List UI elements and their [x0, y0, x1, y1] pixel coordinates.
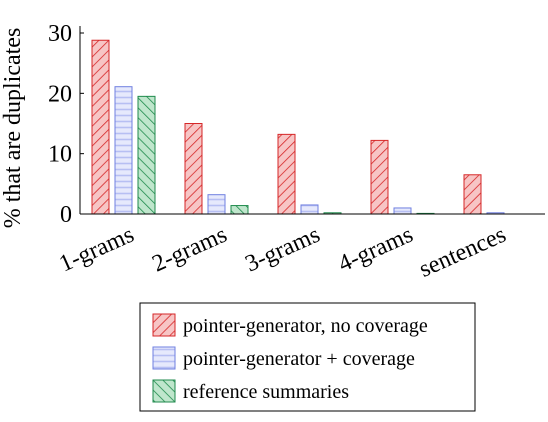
- legend-label: pointer-generator, no coverage: [183, 315, 428, 337]
- y-tick-label: 10: [48, 142, 72, 168]
- bar: [91, 39, 110, 215]
- bar: [230, 205, 249, 215]
- y-ticks: 0 10 20 30: [48, 21, 84, 228]
- y-tick-label: 20: [48, 81, 72, 107]
- x-category-label: 2-grams: [149, 222, 231, 278]
- legend-label: pointer-generator + coverage: [183, 348, 415, 370]
- bar: [137, 95, 156, 215]
- x-category-label: 1-grams: [56, 222, 138, 278]
- legend-swatch: [152, 379, 176, 403]
- bar: [300, 204, 319, 215]
- y-tick-label: 30: [48, 21, 72, 47]
- legend-swatch: [152, 346, 176, 370]
- plot-area: [91, 39, 505, 215]
- legend: pointer-generator, no coverage pointer-ge…: [139, 302, 476, 412]
- legend-label: reference summaries: [183, 381, 349, 403]
- legend-swatch: [152, 313, 176, 337]
- x-category-label: sentences: [415, 222, 510, 283]
- legend-box: [139, 302, 476, 412]
- y-tick-label: 0: [60, 202, 72, 228]
- bar: [463, 174, 482, 215]
- bar: [114, 86, 133, 215]
- x-category-label: 4-grams: [335, 222, 417, 278]
- bar: [277, 133, 296, 215]
- y-axis-label: % that are duplicates: [0, 28, 26, 229]
- bar: [393, 207, 412, 215]
- x-category-label: 3-grams: [242, 222, 324, 278]
- bar: [370, 139, 389, 215]
- bar: [207, 194, 226, 215]
- bar: [184, 123, 203, 215]
